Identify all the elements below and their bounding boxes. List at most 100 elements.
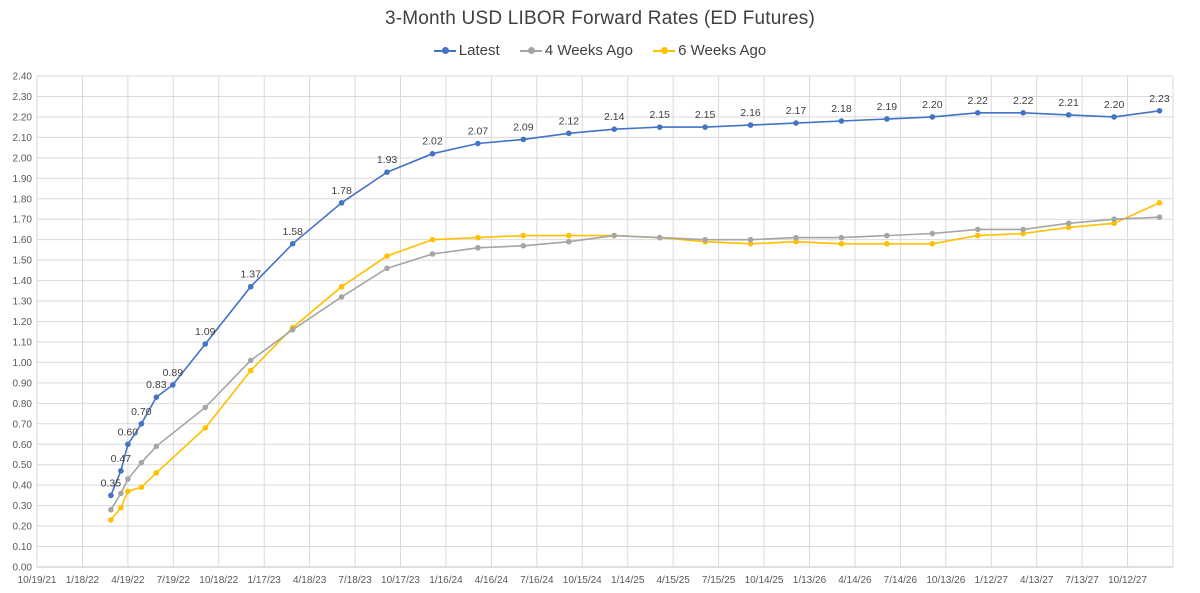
data-point-latest xyxy=(702,124,708,130)
x-tick-label: 4/13/27 xyxy=(1020,575,1054,586)
data-point-6-weeks-ago xyxy=(247,367,254,374)
data-label-latest: 0.35 xyxy=(101,477,122,489)
data-point-4-weeks-ago xyxy=(747,236,754,243)
data-point-6-weeks-ago xyxy=(565,232,572,239)
y-tick-label: 1.40 xyxy=(13,276,33,287)
data-point-6-weeks-ago xyxy=(929,240,936,247)
data-point-4-weeks-ago xyxy=(429,251,436,257)
data-point-latest xyxy=(475,140,481,147)
data-point-latest xyxy=(138,420,145,427)
x-tick-label: 4/15/25 xyxy=(656,575,690,586)
x-tick-label: 10/13/26 xyxy=(926,575,965,586)
data-point-4-weeks-ago xyxy=(338,294,345,300)
legend-swatch-latest xyxy=(433,46,456,56)
data-label-latest: 2.02 xyxy=(422,136,443,148)
series-line-6-weeks-ago xyxy=(110,202,1160,521)
data-point-6-weeks-ago xyxy=(138,484,145,491)
data-point-6-weeks-ago xyxy=(793,238,799,245)
data-point-6-weeks-ago xyxy=(429,236,436,243)
legend-label-4-weeks-ago: 4 Weeks Ago xyxy=(544,42,633,59)
y-tick-label: 1.80 xyxy=(13,194,33,205)
y-tick-label: 2.20 xyxy=(13,112,33,123)
data-point-latest xyxy=(125,441,131,448)
data-point-latest xyxy=(1065,112,1072,118)
data-point-4-weeks-ago xyxy=(565,238,572,245)
y-tick-label: 0.00 xyxy=(13,563,33,574)
data-point-4-weeks-ago xyxy=(384,265,390,272)
y-tick-label: 0.30 xyxy=(13,501,33,512)
data-point-latest xyxy=(429,150,436,157)
data-point-latest xyxy=(118,468,124,474)
x-tick-label: 7/13/27 xyxy=(1065,575,1099,586)
x-tick-label: 10/14/25 xyxy=(745,575,784,586)
data-point-4-weeks-ago xyxy=(793,234,799,241)
data-label-latest: 2.20 xyxy=(922,99,943,111)
y-tick-label: 2.10 xyxy=(13,133,33,144)
y-tick-label: 0.20 xyxy=(13,522,33,533)
x-tick-label: 7/18/23 xyxy=(338,575,372,586)
data-label-latest: 2.18 xyxy=(831,103,852,115)
data-label-latest: 1.09 xyxy=(195,326,216,338)
data-point-latest xyxy=(1020,110,1026,116)
y-tick-label: 1.30 xyxy=(13,297,33,308)
data-point-6-weeks-ago xyxy=(338,283,345,290)
data-point-4-weeks-ago xyxy=(520,243,527,249)
x-tick-label: 10/17/23 xyxy=(381,575,420,586)
data-label-latest: 2.16 xyxy=(740,107,761,119)
y-tick-label: 1.20 xyxy=(13,317,33,328)
y-tick-label: 0.90 xyxy=(13,378,33,389)
data-point-6-weeks-ago xyxy=(1020,230,1026,237)
data-point-6-weeks-ago xyxy=(1156,200,1163,206)
data-label-latest: 1.78 xyxy=(331,185,352,197)
x-tick-label: 7/14/26 xyxy=(884,575,918,586)
y-tick-label: 1.50 xyxy=(13,256,33,267)
data-point-latest xyxy=(611,126,618,132)
data-point-6-weeks-ago xyxy=(884,240,890,247)
data-point-latest xyxy=(247,283,254,290)
x-tick-label: 10/15/24 xyxy=(563,575,602,586)
data-point-4-weeks-ago xyxy=(838,234,845,241)
data-point-latest xyxy=(289,240,296,247)
x-tick-label: 10/19/21 xyxy=(18,575,57,586)
x-tick-label: 4/18/23 xyxy=(293,575,327,586)
y-tick-label: 1.60 xyxy=(13,235,33,246)
data-label-latest: 0.89 xyxy=(163,367,184,379)
x-tick-label: 7/16/24 xyxy=(520,575,554,586)
legend-label-6-weeks-ago: 6 Weeks Ago xyxy=(678,42,767,59)
data-point-4-weeks-ago xyxy=(974,226,981,233)
y-tick-label: 0.50 xyxy=(13,460,33,471)
y-tick-label: 2.00 xyxy=(13,153,33,164)
legend-item-4-weeks-ago[interactable]: 4 Weeks Ago xyxy=(519,42,633,59)
data-label-latest: 0.60 xyxy=(118,426,139,438)
data-point-6-weeks-ago xyxy=(1111,220,1117,227)
data-point-6-weeks-ago xyxy=(974,232,981,239)
x-tick-label: 4/14/26 xyxy=(838,575,872,586)
legend-label-latest: Latest xyxy=(458,42,500,59)
data-point-6-weeks-ago xyxy=(1065,224,1072,231)
y-tick-label: 1.90 xyxy=(13,174,33,185)
data-label-latest: 2.23 xyxy=(1149,93,1170,105)
data-point-latest xyxy=(565,130,572,137)
data-point-latest xyxy=(170,382,176,388)
data-label-latest: 0.70 xyxy=(131,406,152,418)
data-label-latest: 2.21 xyxy=(1058,97,1079,109)
data-point-6-weeks-ago xyxy=(153,470,160,476)
x-tick-label: 1/12/27 xyxy=(975,575,1009,586)
y-tick-label: 0.40 xyxy=(13,481,33,492)
legend-dot-6-weeks-ago xyxy=(661,47,669,55)
data-label-latest: 1.58 xyxy=(282,226,303,238)
data-point-4-weeks-ago xyxy=(202,404,209,411)
legend-item-6-weeks-ago[interactable]: 6 Weeks Ago xyxy=(653,42,766,59)
data-label-latest: 2.15 xyxy=(695,109,716,121)
y-tick-label: 0.10 xyxy=(13,542,33,553)
data-label-latest: 0.47 xyxy=(111,453,132,465)
data-label-latest: 2.22 xyxy=(968,95,989,107)
data-point-4-weeks-ago xyxy=(656,234,663,241)
data-point-4-weeks-ago xyxy=(1065,220,1072,227)
legend-item-latest[interactable]: Latest xyxy=(433,42,500,59)
data-label-latest: 2.22 xyxy=(1013,95,1034,107)
x-tick-label: 1/16/24 xyxy=(429,575,463,586)
data-label-latest: 0.83 xyxy=(146,379,167,391)
legend-swatch-6-weeks-ago xyxy=(653,46,676,56)
data-label-latest: 2.14 xyxy=(604,111,625,123)
